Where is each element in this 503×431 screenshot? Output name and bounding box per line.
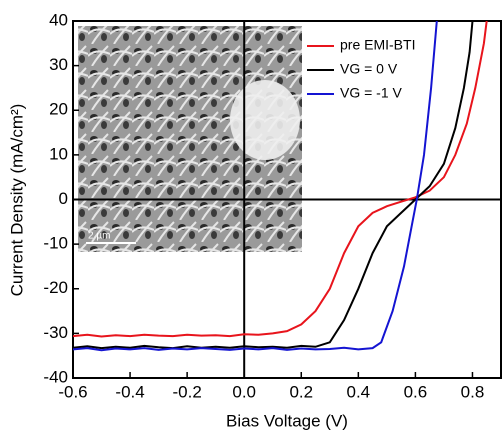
x-tick-label: 0.6: [404, 382, 428, 401]
x-tick-label: 0.4: [347, 382, 371, 401]
x-tick-label: 0.8: [461, 382, 485, 401]
y-tick-label: -10: [43, 234, 68, 253]
y-tick-label: 0: [59, 189, 68, 208]
y-tick-label: -30: [43, 323, 68, 342]
y-tick-label: -20: [43, 278, 68, 297]
legend-label: VG = -1 V: [340, 85, 403, 101]
inset-image: 2 µm: [78, 26, 302, 252]
x-tick-label: -0.6: [58, 382, 87, 401]
data-line: [73, 21, 488, 338]
y-axis-title: Current Density (mA/cm²): [7, 104, 26, 297]
x-tick-label: 0.2: [289, 382, 313, 401]
y-tick-label: 20: [49, 100, 68, 119]
scale-label: 2 µm: [88, 231, 110, 242]
data-line: [73, 21, 474, 350]
data-line: [73, 21, 438, 352]
y-tick-label: 10: [49, 144, 68, 163]
x-tick-label: -0.2: [172, 382, 201, 401]
y-tick-label: 30: [49, 55, 68, 74]
legend-label: pre EMI-BTI: [340, 37, 415, 53]
x-axis-title: Bias Voltage (V): [226, 411, 348, 430]
y-tick-label: -40: [43, 367, 68, 386]
x-tick-label: 0.0: [232, 382, 256, 401]
legend-label: VG = 0 V: [340, 61, 398, 77]
x-tick-label: -0.4: [115, 382, 144, 401]
y-tick-label: 40: [49, 10, 68, 29]
